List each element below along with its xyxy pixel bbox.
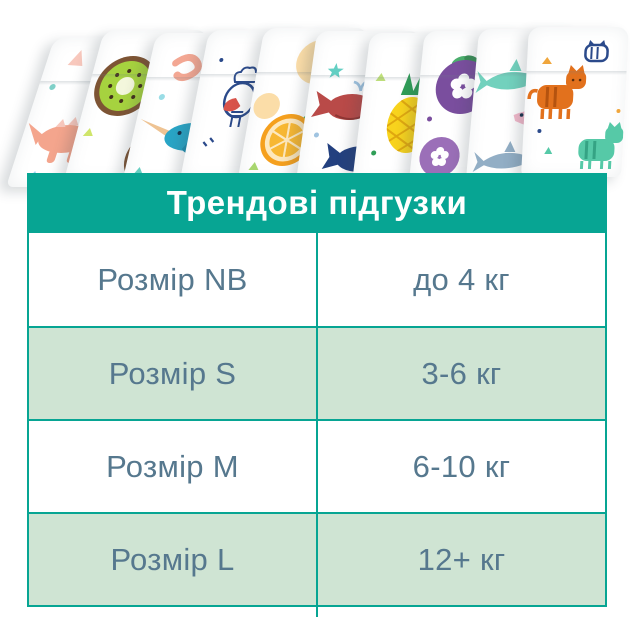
- table-row: Розмір S 3-6 кг: [29, 326, 605, 419]
- diaper-pack-cats: [521, 27, 629, 177]
- diaper-pack-fan: [0, 0, 630, 240]
- table-title-band: Трендові підгузки: [27, 173, 607, 233]
- weight-cell: 12+ кг: [417, 541, 506, 577]
- weight-cell: 3-6 кг: [421, 355, 502, 391]
- table-row: Розмір NB до 4 кг: [29, 233, 605, 326]
- size-cell: Розмір NB: [29, 233, 318, 326]
- size-cell: Розмір M: [29, 421, 318, 512]
- weight-cell: 6-10 кг: [412, 448, 511, 484]
- size-table-body: Розмір NB до 4 кг Розмір S 3-6 кг Розмір…: [27, 233, 607, 607]
- pack-crease: [526, 71, 627, 75]
- weight-cell: до 4 кг: [413, 261, 510, 297]
- size-cell: Розмір L: [29, 514, 318, 605]
- table-row: Розмір L 12+ кг: [29, 512, 605, 605]
- size-table: Трендові підгузки Розмір NB до 4 кг Розм…: [27, 173, 607, 617]
- table-row: Розмір M 6-10 кг: [29, 419, 605, 512]
- column-divider-overhang: [316, 607, 318, 617]
- page-title: Трендові підгузки: [166, 184, 468, 221]
- size-cell: Розмір S: [29, 328, 318, 419]
- cats-pattern-icon: [527, 40, 624, 169]
